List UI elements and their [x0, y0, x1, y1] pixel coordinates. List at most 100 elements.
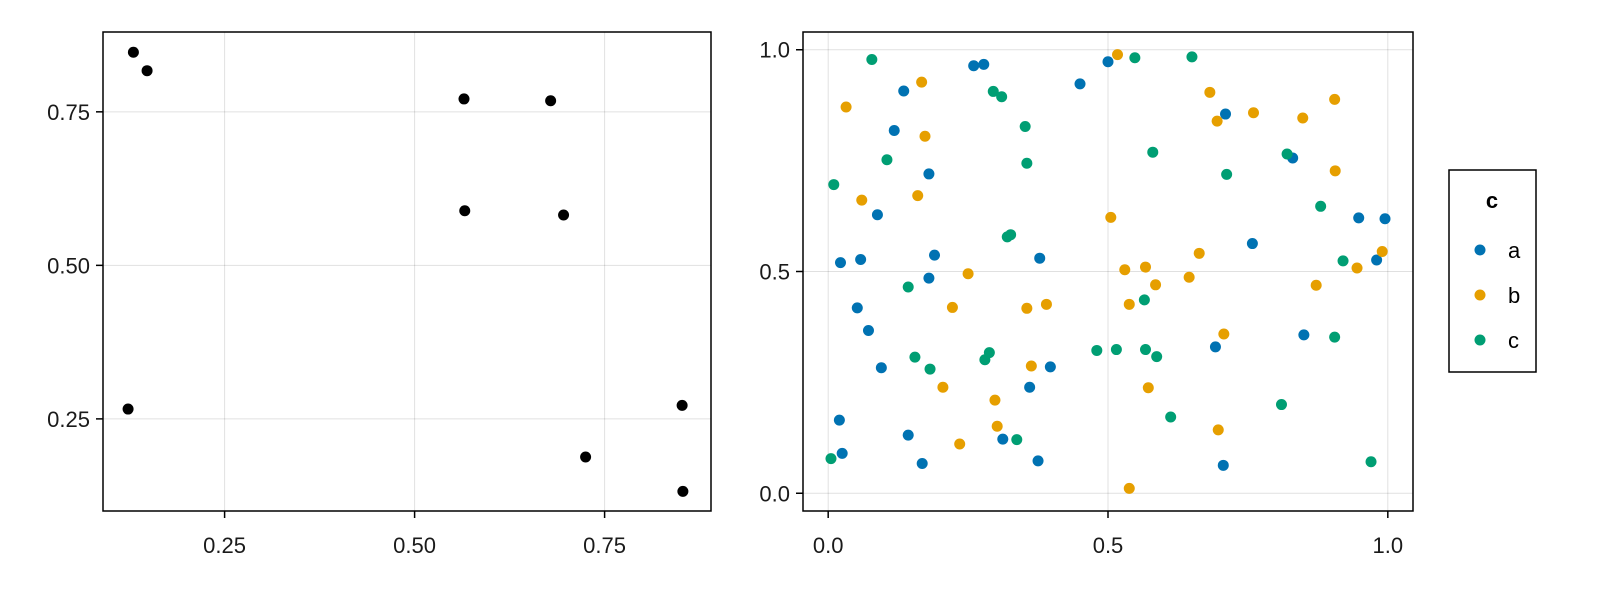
right-point-series-c — [1329, 331, 1341, 343]
right-point-series-b — [946, 301, 958, 313]
right-point-series-a — [836, 447, 848, 459]
right-point-series-b — [1105, 211, 1117, 223]
right-point-series-b — [840, 101, 852, 113]
right-point-series-a — [1220, 108, 1232, 120]
right-point-series-a — [1217, 459, 1229, 471]
right-point-series-b — [1123, 482, 1135, 494]
right-point-series-c — [909, 351, 921, 363]
right-point-series-b — [1212, 424, 1224, 436]
right-point-series-a — [1353, 212, 1365, 224]
right-point-series-b — [937, 381, 949, 393]
left-data-point — [558, 209, 570, 221]
right-point-series-c — [924, 363, 936, 375]
legend-box — [1448, 169, 1537, 373]
right-point-series-a — [1024, 381, 1036, 393]
left-plot-frame — [102, 31, 712, 512]
right-point-series-c — [1221, 168, 1233, 180]
left-points — [122, 46, 689, 497]
legend-label-c: c — [1508, 328, 1519, 353]
right-x-tick-label: 0.5 — [1093, 533, 1124, 558]
right-point-series-b — [1119, 264, 1131, 276]
right-point-series-c — [987, 85, 999, 97]
left-data-point — [676, 399, 688, 411]
right-point-series-c — [1281, 148, 1293, 160]
right-point-series-b — [1150, 279, 1162, 291]
right-point-series-a — [1246, 238, 1258, 250]
right-point-series-c — [902, 281, 914, 293]
right-point-series-b — [1376, 246, 1388, 258]
right-point-series-b — [1211, 115, 1223, 127]
right-point-series-b — [1040, 298, 1052, 310]
right-point-series-b — [962, 268, 974, 280]
left-data-point — [122, 403, 134, 415]
right-point-series-b — [1297, 112, 1309, 124]
left-y-tick-label: 0.75 — [47, 100, 90, 125]
legend: c a b c — [1448, 169, 1537, 373]
legend-label-b: b — [1508, 283, 1520, 308]
right-y-tick-label: 1.0 — [759, 38, 790, 63]
right-point-series-b — [1021, 302, 1033, 314]
right-point-series-b — [954, 438, 966, 450]
left-x-tick-label: 0.25 — [203, 533, 246, 558]
right-point-series-b — [1193, 247, 1205, 259]
right-point-series-a — [1298, 329, 1310, 341]
right-point-series-c — [881, 154, 893, 166]
right-point-series-b — [1183, 271, 1195, 283]
right-point-series-c — [983, 347, 995, 359]
left-x-tick-label: 0.50 — [393, 533, 436, 558]
right-plot: 0.0 0.5 1.0 0.0 0.5 1.0 — [759, 31, 1414, 558]
right-point-series-c — [1151, 351, 1163, 363]
right-point-series-a — [929, 249, 941, 261]
right-point-series-a — [1034, 252, 1046, 264]
right-point-series-a — [888, 124, 900, 136]
right-point-series-b — [1310, 279, 1322, 291]
legend-entry-b: b — [1474, 283, 1520, 308]
right-point-series-a — [855, 254, 867, 266]
right-point-series-a — [1044, 361, 1056, 373]
right-point-series-c — [1365, 456, 1377, 468]
right-point-series-b — [1025, 360, 1037, 372]
left-y-tick-label: 0.50 — [47, 253, 90, 278]
right-point-series-b — [1351, 262, 1363, 274]
right-point-series-a — [1379, 213, 1391, 225]
right-point-series-c — [1011, 434, 1023, 446]
right-point-series-b — [1142, 382, 1154, 394]
right-point-series-c — [1147, 146, 1159, 158]
right-point-series-a — [978, 58, 990, 70]
right-point-series-a — [1371, 254, 1383, 266]
right-point-series-c — [1019, 120, 1031, 132]
legend-title: c — [1486, 188, 1498, 213]
left-y-tick-label: 0.25 — [47, 407, 90, 432]
right-point-series-c — [1021, 157, 1033, 169]
right-point-series-b — [1329, 93, 1341, 105]
legend-entry-c: c — [1474, 328, 1519, 353]
right-point-series-c — [1165, 411, 1177, 423]
right-point-series-c — [1110, 344, 1122, 356]
right-point-series-c — [1138, 294, 1150, 306]
right-point-series-b — [991, 420, 1003, 432]
right-point-series-a — [968, 60, 980, 72]
right-y-tick-label: 0.0 — [759, 481, 790, 506]
right-point-series-a — [923, 272, 935, 284]
right-point-series-a — [916, 458, 928, 470]
right-point-series-b — [1204, 86, 1216, 98]
legend-marker-a — [1474, 244, 1486, 256]
right-point-series-c — [866, 53, 878, 65]
legend-entry-a: a — [1474, 238, 1521, 263]
right-point-series-a — [833, 414, 845, 426]
right-point-series-a — [898, 85, 910, 97]
right-point-series-a — [1074, 78, 1086, 90]
right-x-tick-label: 1.0 — [1373, 533, 1404, 558]
right-point-series-c — [1186, 51, 1198, 63]
right-point-series-a — [871, 209, 883, 221]
right-point-series-b — [1139, 261, 1151, 273]
right-point-series-b — [916, 76, 928, 88]
right-point-series-c — [828, 179, 840, 191]
left-data-point — [459, 205, 471, 217]
right-point-series-b — [1123, 298, 1135, 310]
right-point-series-a — [997, 433, 1009, 445]
right-point-series-a — [1032, 455, 1044, 467]
left-data-point — [580, 451, 592, 463]
right-point-series-a — [902, 429, 914, 441]
right-point-series-a — [851, 302, 863, 314]
